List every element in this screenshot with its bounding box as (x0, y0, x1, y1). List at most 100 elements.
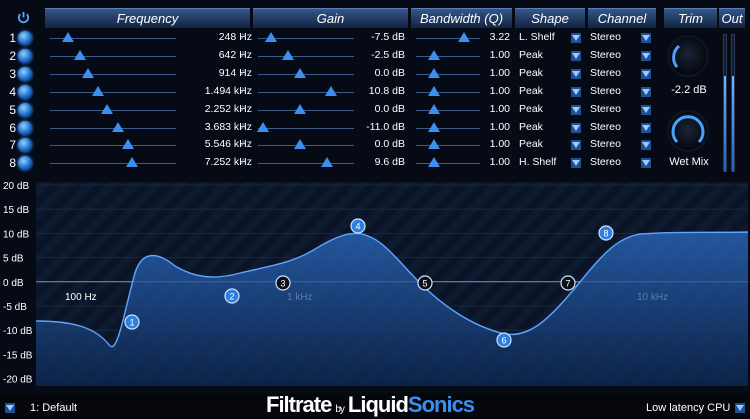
bw-slider-thumb[interactable] (427, 103, 440, 114)
shape-value[interactable]: Peak (519, 84, 543, 97)
channel-value[interactable]: Stereo (590, 138, 621, 151)
shape-value[interactable]: Peak (519, 48, 543, 61)
band-node-8[interactable]: 8 (598, 225, 614, 241)
gain-slider-track[interactable] (258, 91, 354, 93)
gain-slider-thumb[interactable] (256, 121, 269, 132)
gain-slider-track[interactable] (258, 55, 354, 57)
freq-slider-thumb[interactable] (112, 121, 125, 132)
power-icon[interactable] (16, 10, 31, 25)
channel-value[interactable]: Stereo (590, 102, 621, 115)
shape-dropdown[interactable] (571, 140, 581, 151)
freq-slider-thumb[interactable] (122, 139, 135, 150)
channel-value[interactable]: Stereo (590, 156, 621, 169)
bw-slider-thumb[interactable] (427, 67, 440, 78)
wet-mix-knob[interactable] (667, 110, 709, 152)
shape-dropdown[interactable] (571, 86, 581, 97)
channel-value[interactable]: Stereo (590, 66, 621, 79)
band-node-4[interactable]: 4 (350, 218, 366, 234)
channel-dropdown[interactable] (641, 122, 651, 133)
band-enable-button[interactable] (18, 31, 32, 45)
freq-slider-track[interactable] (50, 91, 176, 93)
gain-slider-track[interactable] (258, 127, 354, 129)
bw-value[interactable]: 1.00 (489, 102, 510, 115)
freq-value[interactable]: 642 Hz (218, 48, 252, 61)
band-enable-button[interactable] (18, 102, 32, 117)
shape-dropdown[interactable] (571, 33, 581, 43)
bw-slider-thumb[interactable] (427, 139, 440, 150)
channel-value[interactable]: Stereo (590, 48, 621, 61)
channel-value[interactable]: Stereo (590, 84, 621, 97)
gain-slider-thumb[interactable] (294, 139, 307, 150)
band-enable-button[interactable] (18, 48, 32, 63)
freq-value[interactable]: 5.546 kHz (204, 138, 252, 151)
band-node-1[interactable]: 1 (124, 314, 140, 330)
bw-slider-track[interactable] (416, 109, 480, 111)
freq-slider-thumb[interactable] (91, 85, 104, 96)
channel-dropdown[interactable] (641, 68, 651, 79)
bw-slider-thumb[interactable] (427, 49, 440, 60)
bw-slider-track[interactable] (416, 127, 480, 129)
band-enable-button[interactable] (18, 120, 32, 135)
band-node-2[interactable]: 2 (224, 288, 240, 304)
channel-dropdown[interactable] (641, 86, 651, 97)
shape-value[interactable]: Peak (519, 138, 543, 151)
freq-slider-thumb[interactable] (125, 157, 138, 168)
band-enable-button[interactable] (18, 138, 32, 153)
bw-slider-thumb[interactable] (427, 85, 440, 96)
cpu-mode[interactable]: Low latency CPU (646, 402, 731, 414)
gain-slider-thumb[interactable] (324, 85, 337, 96)
channel-value[interactable]: Stereo (590, 120, 621, 133)
freq-value[interactable]: 248 Hz (218, 31, 252, 43)
midi-note-icon[interactable]: ♪ (240, 137, 246, 150)
channel-dropdown[interactable] (641, 50, 651, 61)
eq-graph[interactable]: 20 dB 15 dB 10 dB 5 dB 0 dB -5 dB -10 dB -15 dB… (0, 178, 750, 392)
bw-value[interactable]: 1.00 (489, 84, 510, 97)
gain-value[interactable]: 10.8 dB (368, 84, 405, 97)
channel-value[interactable]: Stereo (590, 31, 621, 43)
trim-knob[interactable] (667, 35, 709, 77)
freq-slider-thumb[interactable] (61, 32, 74, 42)
gain-value[interactable]: -11.0 dB (366, 120, 405, 133)
bw-slider-track[interactable] (416, 55, 480, 57)
freq-slider-track[interactable] (50, 109, 176, 111)
shape-dropdown[interactable] (571, 158, 581, 169)
band-node-5[interactable]: 5 (417, 275, 433, 291)
shape-value[interactable]: Peak (519, 120, 543, 133)
bw-value[interactable]: 1.00 (489, 48, 510, 61)
freq-slider-track[interactable] (50, 73, 176, 75)
freq-slider-track[interactable] (50, 145, 176, 147)
freq-slider-thumb[interactable] (100, 103, 113, 114)
band-enable-button[interactable] (18, 66, 32, 81)
bw-value[interactable]: 1.00 (489, 138, 510, 151)
midi-note-icon[interactable]: ♪ (240, 47, 246, 60)
preset-name[interactable]: 1: Default (30, 402, 78, 414)
channel-dropdown[interactable] (641, 33, 651, 43)
midi-note-icon[interactable]: ♪ (240, 155, 246, 168)
midi-note-icon[interactable]: ♪ (240, 119, 246, 132)
bw-slider-thumb[interactable] (458, 32, 470, 42)
freq-slider-track[interactable] (50, 38, 176, 39)
freq-slider-thumb[interactable] (74, 49, 87, 60)
channel-dropdown[interactable] (641, 158, 651, 169)
shape-value[interactable]: Peak (519, 66, 543, 79)
gain-slider-track[interactable] (258, 38, 354, 39)
gain-slider-thumb[interactable] (294, 67, 307, 78)
shape-value[interactable]: Peak (519, 102, 543, 115)
bw-slider-thumb[interactable] (427, 121, 440, 132)
shape-value[interactable]: H. Shelf (519, 156, 557, 169)
freq-value[interactable]: 3.683 kHz (204, 120, 252, 133)
shape-value[interactable]: L. Shelf (519, 31, 555, 43)
gain-value[interactable]: 0.0 dB (374, 66, 405, 79)
bw-slider-track[interactable] (416, 73, 480, 75)
bw-slider-track[interactable] (416, 163, 480, 165)
midi-note-icon[interactable]: ♪ (240, 101, 246, 114)
gain-slider-track[interactable] (258, 163, 354, 165)
gain-value[interactable]: 0.0 dB (374, 138, 405, 151)
bw-slider-track[interactable] (416, 38, 480, 39)
bw-value[interactable]: 1.00 (489, 120, 510, 133)
shape-dropdown[interactable] (571, 122, 581, 133)
preset-dropdown[interactable] (5, 403, 15, 413)
midi-note-icon[interactable]: ♪ (240, 30, 246, 42)
freq-value[interactable]: 2.252 kHz (204, 102, 252, 115)
bw-value[interactable]: 1.00 (489, 66, 510, 79)
